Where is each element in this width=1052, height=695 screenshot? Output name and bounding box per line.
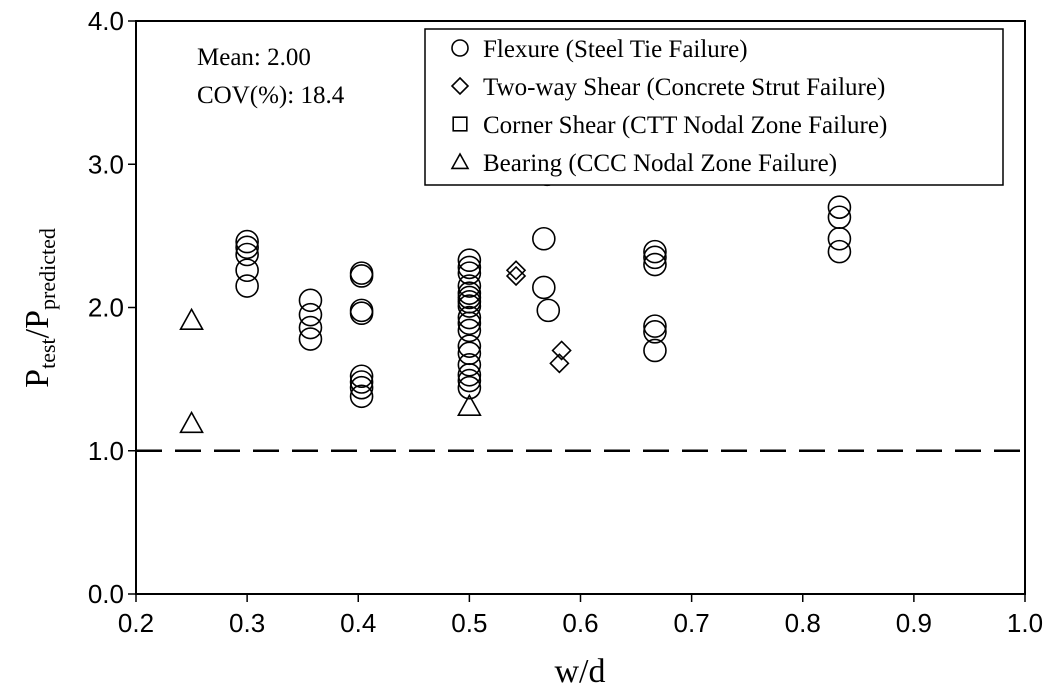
x-tick-label: 1.0 — [1007, 608, 1043, 638]
circle-point — [643, 239, 667, 264]
circle-point — [827, 239, 852, 264]
y-axis-title: Ptest/Ppredicted — [19, 228, 60, 388]
circle-point — [643, 252, 667, 277]
circle-point — [457, 261, 482, 285]
legend-entry-label: Bearing (CCC Nodal Zone Failure) — [483, 150, 837, 177]
circle-point — [457, 368, 482, 393]
circle-point — [298, 315, 323, 340]
y-axis-title-sub1: test — [35, 338, 60, 369]
x-tick-label: 0.9 — [896, 608, 932, 638]
circle-point — [298, 302, 323, 327]
y-tick-label: 1.0 — [88, 436, 124, 466]
circle-point — [457, 294, 482, 318]
triangle-point — [179, 410, 204, 434]
x-tick-label: 0.3 — [229, 608, 265, 638]
circle-point — [457, 318, 482, 343]
legend: Flexure (Steel Tie Failure) Two-way Shear… — [424, 28, 1004, 186]
legend-diamond-icon — [450, 76, 470, 96]
axis-ticks: 0.2 0.3 0.4 0.5 0.6 0.7 0.8 0.9 1.0 0.0 1.0 2.0 3.0 4… — [88, 6, 1043, 638]
cov-label: COV(%): 18.4 — [197, 82, 345, 109]
y-tick-label: 0.0 — [88, 579, 124, 609]
circle-point — [827, 195, 852, 220]
circle-point — [532, 226, 556, 251]
circle-point — [457, 334, 482, 358]
circle-point — [457, 285, 482, 310]
y-tick-label: 2.0 — [88, 293, 124, 323]
triangle-point — [457, 393, 482, 416]
x-tick-label: 0.5 — [451, 608, 487, 638]
circle-point — [349, 364, 374, 389]
circle-point — [235, 235, 259, 260]
x-tick-label: 0.8 — [785, 608, 821, 638]
diamond-point — [505, 265, 527, 287]
circle-point — [235, 229, 259, 254]
x-tick-label: 0.6 — [562, 608, 598, 638]
circle-point — [349, 384, 374, 409]
x-tick-label: 0.2 — [118, 608, 154, 638]
y-axis-title-slash: /P — [19, 310, 56, 338]
x-axis-title: w/d — [555, 653, 606, 690]
circle-point — [457, 311, 482, 336]
circle-point — [457, 281, 482, 305]
stats-annotation: Mean: 2.00 COV(%): 18.4 — [197, 44, 345, 109]
circle-point — [349, 370, 374, 394]
circle-point — [532, 275, 556, 300]
legend-entry-label: Two-way Shear (Concrete Strut Failure) — [483, 74, 885, 101]
circle-point — [827, 226, 852, 251]
circle-point — [643, 314, 667, 338]
circle-point — [349, 375, 374, 400]
circle-point — [643, 245, 667, 270]
triangle-point — [179, 307, 204, 330]
circle-point — [235, 274, 259, 298]
circle-point — [457, 375, 482, 400]
y-axis-title-sub2: predicted — [35, 228, 60, 310]
circle-point — [457, 255, 482, 280]
circle-point — [457, 352, 482, 377]
circle-point — [827, 205, 852, 230]
axis-titles: w/d Ptest/Ppredicted — [19, 228, 606, 690]
circle-point — [235, 242, 259, 267]
diamond-point — [551, 340, 572, 361]
circle-point — [457, 305, 482, 330]
legend-entry-label: Flexure (Steel Tie Failure) — [483, 36, 748, 63]
y-tick-label: 3.0 — [88, 149, 124, 179]
circle-point — [643, 320, 667, 344]
circle-point — [457, 363, 482, 387]
diamond-point — [505, 260, 527, 281]
circle-point — [643, 338, 667, 363]
y-tick-label: 4.0 — [88, 6, 124, 36]
circle-point — [298, 327, 323, 351]
circle-point — [235, 258, 259, 283]
mean-label: Mean: 2.00 — [197, 44, 311, 71]
circle-point — [349, 301, 374, 326]
legend-box — [424, 28, 1004, 186]
legend-square-icon — [452, 116, 468, 132]
circle-point — [457, 274, 482, 298]
x-tick-label: 0.7 — [674, 608, 710, 638]
x-tick-label: 0.4 — [340, 608, 376, 638]
circle-point — [349, 264, 374, 288]
legend-entry-label: Corner Shear (CTT Nodal Zone Failure) — [483, 112, 887, 139]
circle-point — [298, 288, 323, 313]
y-axis-title-main: P — [19, 369, 56, 388]
data-points — [179, 162, 852, 434]
circle-point — [457, 248, 482, 273]
diamond-point — [549, 353, 570, 374]
circle-point — [536, 298, 561, 323]
legend-triangle-icon — [450, 152, 470, 170]
legend-circle-icon — [451, 39, 469, 57]
